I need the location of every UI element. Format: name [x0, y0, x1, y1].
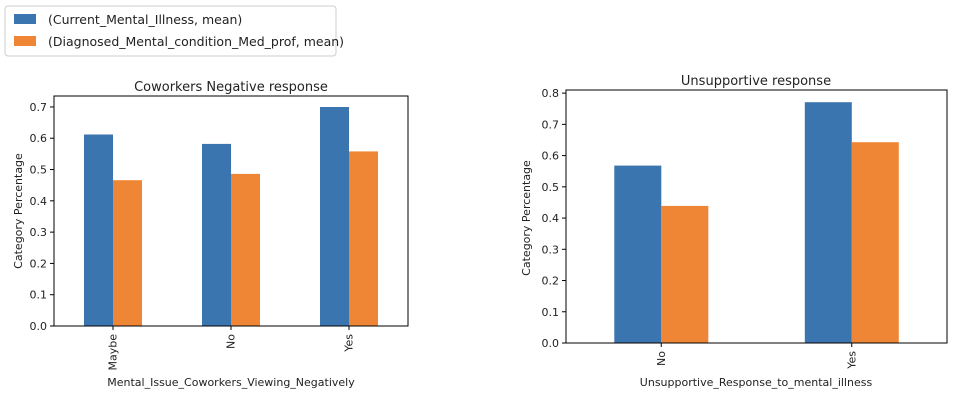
y-tick-label: 0.4	[30, 195, 48, 208]
y-tick-label: 0.5	[30, 164, 48, 177]
legend-label-current-mental-illness: (Current_Mental_Illness, mean)	[48, 12, 242, 27]
y-axis-label: Category Percentage	[520, 160, 533, 276]
x-ticks: Maybe No Yes	[107, 326, 356, 371]
y-ticks: 0.0 0.1 0.2 0.3 0.4 0.5 0.6 0.7 0.8	[542, 87, 566, 350]
bar-maybe-series-0	[84, 134, 113, 326]
x-tick-label-maybe: Maybe	[107, 334, 120, 371]
chart-title: Unsupportive response	[681, 74, 831, 89]
y-tick-label: 0.1	[30, 289, 48, 302]
y-tick-label: 0.6	[30, 132, 48, 145]
y-tick-label: 0.2	[542, 275, 560, 288]
legend-swatch-diagnosed-mental-condition	[14, 36, 36, 46]
legend: (Current_Mental_Illness, mean) (Diagnose…	[4, 5, 344, 57]
y-tick-label: 0.3	[542, 243, 560, 256]
bar-no-series-1	[661, 205, 709, 343]
y-tick-label: 0.1	[542, 306, 560, 319]
x-tick-label-no: No	[655, 351, 668, 366]
y-tick-label: 0.4	[542, 212, 560, 225]
axes-frame	[53, 95, 409, 327]
bars	[614, 102, 899, 343]
y-tick-label: 0.3	[30, 226, 48, 239]
legend-swatch-current-mental-illness	[14, 14, 36, 24]
bar-no-series-0	[202, 143, 231, 326]
x-axis-label: Unsupportive_Response_to_mental_illness	[640, 376, 873, 389]
axes-frame	[565, 89, 948, 344]
chart-coworkers-negative-response: Coworkers Negative response Category Per…	[12, 80, 409, 389]
x-tick-label-no: No	[225, 334, 238, 349]
legend-box	[4, 5, 337, 57]
y-tick-label: 0.7	[542, 118, 560, 131]
bar-yes-series-0	[804, 102, 852, 343]
x-axis-label: Mental_Issue_Coworkers_Viewing_Negativel…	[107, 376, 355, 389]
bar-maybe-series-1	[113, 180, 142, 326]
bar-yes-series-1	[349, 151, 378, 326]
y-tick-label: 0.8	[542, 87, 560, 100]
y-axis-label: Category Percentage	[12, 153, 25, 269]
bar-yes-series-1	[851, 142, 899, 343]
y-tick-label: 0.6	[542, 150, 560, 163]
x-tick-label-yes: Yes	[845, 351, 858, 370]
y-tick-label: 0.2	[30, 257, 48, 270]
chart-title: Coworkers Negative response	[134, 80, 328, 95]
bars	[84, 107, 378, 326]
bar-yes-series-0	[320, 107, 349, 326]
y-tick-label: 0.7	[30, 101, 48, 114]
x-ticks: No Yes	[655, 343, 858, 370]
x-tick-label-yes: Yes	[343, 334, 356, 353]
y-tick-label: 0.5	[542, 181, 560, 194]
chart-unsupportive-response: Unsupportive response Category Percentag…	[520, 74, 948, 389]
y-tick-label: 0.0	[542, 337, 560, 350]
bar-no-series-1	[231, 173, 260, 326]
y-ticks: 0.0 0.1 0.2 0.3 0.4 0.5 0.6 0.7	[30, 101, 54, 333]
bar-no-series-0	[614, 165, 662, 343]
y-tick-label: 0.0	[30, 320, 48, 333]
legend-label-diagnosed-mental-condition: (Diagnosed_Mental_condition_Med_prof, me…	[48, 34, 344, 49]
